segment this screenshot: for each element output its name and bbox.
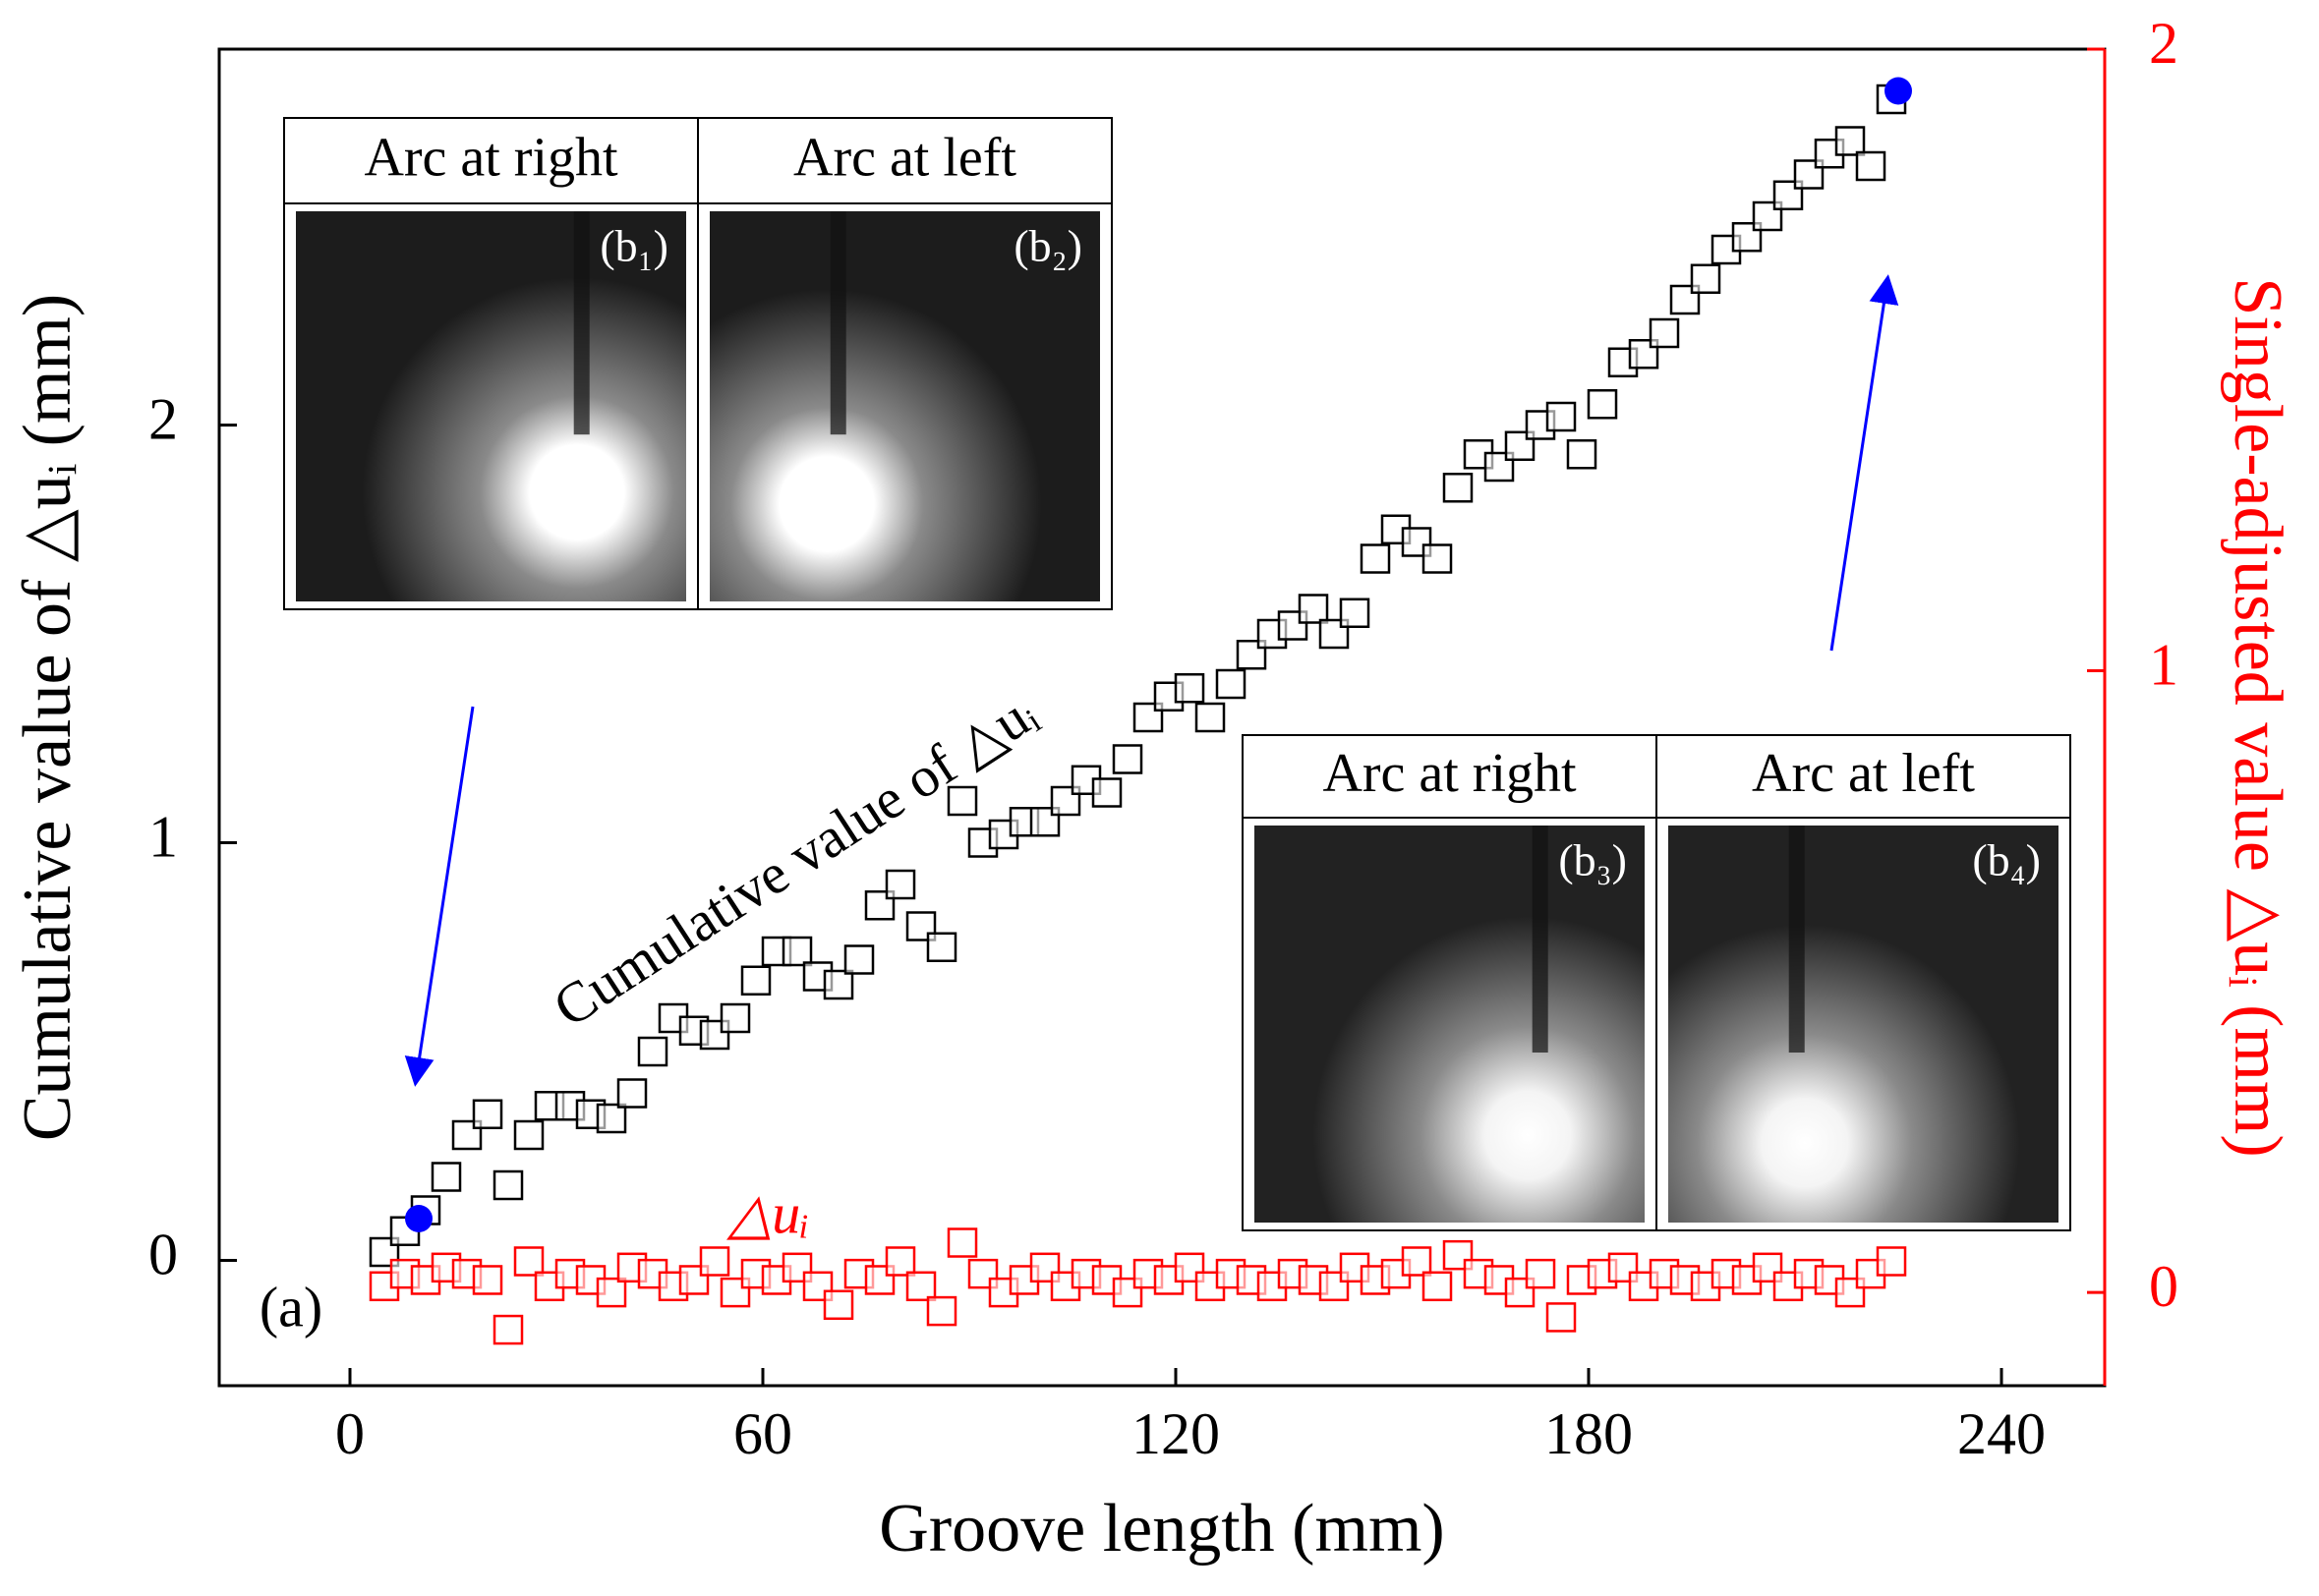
y-axis-title: Cumulative value of △uᵢ (mm) [10,294,86,1141]
marker [513,1246,545,1277]
marker [1339,598,1370,628]
marker [1690,263,1721,294]
marker [1298,594,1329,624]
y-tick-label: 1 [148,804,178,869]
marker [1091,777,1123,808]
marker [616,1078,648,1109]
marker [1277,610,1308,641]
y-tick-label: 2 [148,386,178,451]
x-tick-label: 0 [335,1401,365,1466]
marker [1421,543,1453,574]
marker [1442,1239,1474,1271]
marker [926,1295,957,1327]
marker [885,1246,916,1277]
marker [472,1265,503,1295]
marker [699,1246,730,1277]
electrode [1788,826,1805,1053]
marker [431,1162,462,1192]
x-tick-label: 120 [1131,1401,1220,1466]
marker [1483,451,1515,483]
marker [1360,543,1391,574]
inset-header: Arc at right [364,127,618,188]
arrow [404,706,475,1087]
marker [1566,439,1597,470]
highlight-point [405,1205,433,1232]
series-label: △uᵢ [726,1181,810,1245]
arrow [1829,274,1899,652]
marker [720,1002,751,1034]
marker [1442,473,1474,503]
marker [1649,317,1680,349]
marker [493,1169,524,1201]
marker [1525,1258,1556,1289]
inset-image [1668,826,2058,1223]
inset-image [710,211,1100,601]
x-tick-label: 180 [1544,1401,1633,1466]
inset-image [296,211,686,601]
y2-tick-label: 0 [2149,1254,2178,1319]
marker [493,1314,524,1345]
marker [823,1289,854,1321]
marker [1587,389,1618,420]
electrode [1532,826,1548,1053]
inset-label: (b₁) [600,221,668,271]
panel-label: (a) [260,1275,322,1339]
marker [947,785,978,817]
marker [1545,401,1577,432]
highlight-point [1884,77,1912,105]
marker [1401,1246,1432,1277]
inset-image [1254,826,1645,1223]
insets: Arc at right (b₁) Arc at left (b₂) Arc at ri… [283,117,2071,1231]
inset-header: Arc at left [1752,743,1975,804]
marker [1009,1265,1040,1295]
marker [823,969,854,1000]
inset-header: Arc at right [1322,743,1577,804]
marker [1215,668,1246,700]
marker [1112,744,1143,774]
marker [596,1277,627,1308]
marker [1545,1302,1577,1333]
marker [885,869,916,900]
marker [1401,527,1432,557]
series-label: Cumulative value of △uᵢ [542,680,1047,1040]
inset-label: (b₂) [1014,221,1082,271]
inset-label: (b₃) [1558,835,1627,885]
marker [637,1036,668,1067]
y-tick-label: 0 [148,1222,178,1286]
marker [596,1103,627,1134]
marker [782,936,813,967]
marker [905,1271,937,1302]
marker [1876,1246,1907,1277]
inset-label: (b₄) [1972,835,2041,885]
marker [926,932,957,962]
marker [947,1227,978,1258]
marker [699,1019,730,1051]
x-axis-title: Groove length (mm) [879,1491,1444,1567]
electrode [573,211,590,435]
marker [1855,150,1886,182]
y2-tick-label: 1 [2149,632,2178,697]
electrode [830,211,846,435]
marker [740,965,772,996]
marker [1772,180,1804,210]
marker [1174,673,1205,704]
marker [1834,126,1866,156]
marker [1194,702,1226,733]
marker [1421,1271,1453,1302]
inset-header: Arc at left [793,127,1016,188]
marker [513,1119,545,1151]
marker [843,944,875,975]
y2-axis-title: Single-adjusted value △uᵢ (mm) [2220,277,2295,1157]
y2-tick-label: 2 [2149,11,2178,76]
marker [472,1099,503,1129]
marker [1752,1252,1783,1283]
x-tick-label: 240 [1957,1401,2046,1466]
x-tick-label: 60 [733,1401,792,1466]
